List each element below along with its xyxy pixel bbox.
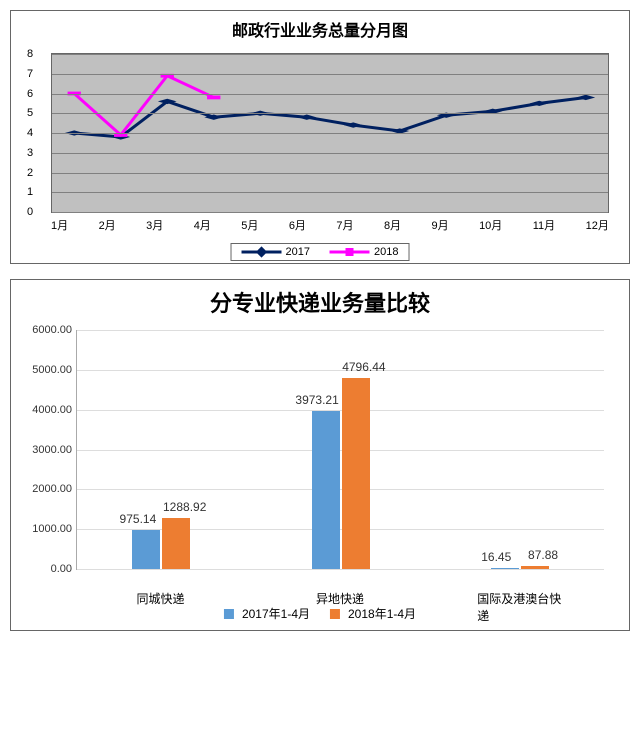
bar: 975.14 (132, 530, 160, 569)
line-gridline (52, 54, 608, 55)
bar: 3973.21 (312, 411, 340, 569)
line-y-label: 1 (27, 186, 33, 198)
line-gridline (52, 212, 608, 213)
line-legend: 2017 2018 (231, 243, 410, 261)
bar-group: 16.4587.88 (491, 566, 549, 570)
bar: 16.45 (491, 568, 519, 569)
bar-gridline (77, 569, 604, 570)
bar-chart: 0.00 1000.00 2000.00 3000.00 4000.00 5000.00 6… (11, 320, 629, 630)
line-x-label: 5月 (241, 217, 258, 233)
bar-value-label: 87.88 (528, 548, 558, 562)
line-x-label: 4月 (194, 217, 211, 233)
legend-marker-icon (242, 246, 282, 258)
bar-legend: 2017年1-4月 2018年1-4月 (224, 605, 416, 622)
line-y-label: 8 (27, 48, 33, 60)
bar-value-label: 16.45 (481, 550, 511, 564)
line-x-label: 7月 (336, 217, 353, 233)
bar-gridline (77, 370, 604, 371)
line-y-label: 6 (27, 88, 33, 100)
legend-item: 2017年1-4月 (224, 605, 310, 622)
line-chart: 012345678 1月2月3月4月5月6月7月8月9月10月11月12月 20… (11, 43, 629, 263)
line-y-label: 3 (27, 147, 33, 159)
line-x-label: 10月 (479, 217, 502, 233)
bar-y-label: 0.00 (17, 563, 72, 575)
legend-label: 2018年1-4月 (348, 605, 416, 622)
line-gridline (52, 192, 608, 193)
line-gridline (52, 94, 608, 95)
line-y-label: 7 (27, 68, 33, 80)
bar-x-label: 国际及港澳台快递 (477, 590, 561, 624)
bar: 1288.92 (162, 518, 190, 569)
bar-value-label: 3973.21 (295, 393, 338, 407)
bar-chart-title: 分专业快递业务量比较 (11, 280, 629, 320)
bar-plot-area: 0.001000.002000.003000.004000.005000.006… (76, 330, 604, 570)
line-x-label: 2月 (99, 217, 116, 233)
line-gridline (52, 153, 608, 154)
line-x-label: 3月 (146, 217, 163, 233)
line-y-label: 5 (27, 107, 33, 119)
bar-chart-container: 分专业快递业务量比较 0.00 1000.00 2000.00 3000.00 4000… (10, 279, 630, 631)
bar-y-label: 6000.00 (17, 324, 72, 336)
bar-value-label: 975.14 (120, 512, 157, 526)
line-x-label: 6月 (289, 217, 306, 233)
line-series (74, 76, 214, 135)
line-y-label: 4 (27, 127, 33, 139)
legend-item: 2018 (330, 246, 398, 258)
line-x-label: 8月 (384, 217, 401, 233)
bar-value-label: 4796.44 (342, 360, 385, 374)
bar-value-label: 1288.92 (163, 500, 206, 514)
line-gridline (52, 113, 608, 114)
legend-marker-icon (330, 246, 370, 258)
line-chart-container: 邮政行业业务总量分月图 012345678 1月2月3月4月5月6月7月8月9月… (10, 10, 630, 264)
legend-swatch-icon (224, 609, 234, 619)
bar-gridline (77, 330, 604, 331)
line-gridline (52, 173, 608, 174)
bar-group: 3973.214796.44 (312, 378, 370, 569)
line-plot-area: 012345678 (51, 53, 609, 213)
line-series (74, 97, 586, 137)
line-x-label: 11月 (533, 217, 555, 233)
line-gridline (52, 74, 608, 75)
line-gridline (52, 133, 608, 134)
line-y-label: 2 (27, 167, 33, 179)
legend-item: 2017 (242, 246, 310, 258)
line-y-label: 0 (27, 206, 33, 218)
bar-y-label: 4000.00 (17, 404, 72, 416)
bar: 87.88 (521, 566, 549, 570)
line-marker (207, 96, 220, 100)
line-x-label: 1月 (51, 217, 68, 233)
bar-y-label: 3000.00 (17, 444, 72, 456)
legend-label: 2017年1-4月 (242, 605, 310, 622)
bar-x-label: 同城快递 (136, 590, 184, 607)
bar-group: 975.141288.92 (132, 518, 190, 569)
bar-y-label: 5000.00 (17, 364, 72, 376)
legend-item: 2018年1-4月 (330, 605, 416, 622)
line-x-label: 9月 (432, 217, 449, 233)
line-x-labels: 1月 2月 3月 4月 5月 6月 7月 8月 9月 10月 11月 12月 (51, 217, 609, 233)
bar: 4796.44 (342, 378, 370, 569)
line-x-label: 12月 (586, 217, 609, 233)
bar-y-label: 1000.00 (17, 523, 72, 535)
legend-label: 2017 (286, 246, 310, 258)
line-chart-title: 邮政行业业务总量分月图 (11, 11, 629, 43)
legend-label: 2018 (374, 246, 398, 258)
bar-y-label: 2000.00 (17, 483, 72, 495)
legend-swatch-icon (330, 609, 340, 619)
